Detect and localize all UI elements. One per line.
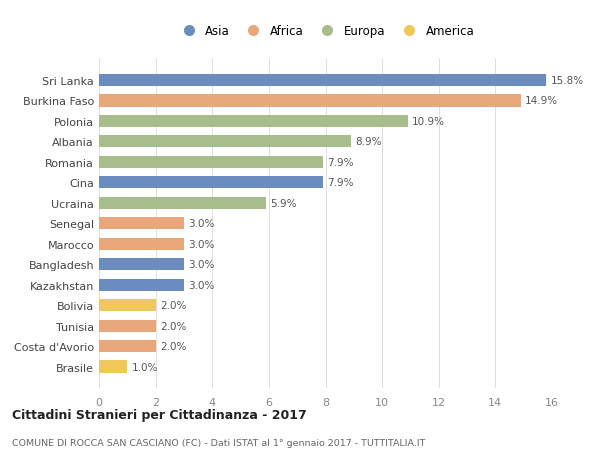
Bar — [99, 157, 323, 168]
Text: 7.9%: 7.9% — [327, 157, 353, 168]
Text: 2.0%: 2.0% — [160, 301, 186, 310]
Text: 3.0%: 3.0% — [188, 260, 215, 269]
Bar — [99, 116, 407, 128]
Bar — [99, 361, 127, 373]
Text: 2.0%: 2.0% — [160, 341, 186, 351]
Bar — [99, 74, 547, 87]
Bar — [99, 197, 266, 209]
Bar — [99, 258, 184, 271]
Text: 3.0%: 3.0% — [188, 219, 215, 229]
Text: COMUNE DI ROCCA SAN CASCIANO (FC) - Dati ISTAT al 1° gennaio 2017 - TUTTITALIA.I: COMUNE DI ROCCA SAN CASCIANO (FC) - Dati… — [12, 438, 425, 447]
Text: 5.9%: 5.9% — [270, 198, 297, 208]
Bar — [99, 136, 351, 148]
Bar — [99, 177, 323, 189]
Bar — [99, 279, 184, 291]
Text: Cittadini Stranieri per Cittadinanza - 2017: Cittadini Stranieri per Cittadinanza - 2… — [12, 408, 307, 421]
Bar — [99, 95, 521, 107]
Bar — [99, 218, 184, 230]
Text: 10.9%: 10.9% — [412, 117, 445, 127]
Text: 7.9%: 7.9% — [327, 178, 353, 188]
Text: 3.0%: 3.0% — [188, 239, 215, 249]
Bar — [99, 299, 155, 312]
Text: 14.9%: 14.9% — [525, 96, 558, 106]
Bar — [99, 320, 155, 332]
Text: 3.0%: 3.0% — [188, 280, 215, 290]
Bar — [99, 340, 155, 353]
Text: 15.8%: 15.8% — [551, 76, 584, 86]
Bar — [99, 238, 184, 250]
Text: 8.9%: 8.9% — [355, 137, 382, 147]
Legend: Asia, Africa, Europa, America: Asia, Africa, Europa, America — [175, 23, 476, 40]
Text: 1.0%: 1.0% — [131, 362, 158, 372]
Text: 2.0%: 2.0% — [160, 321, 186, 331]
